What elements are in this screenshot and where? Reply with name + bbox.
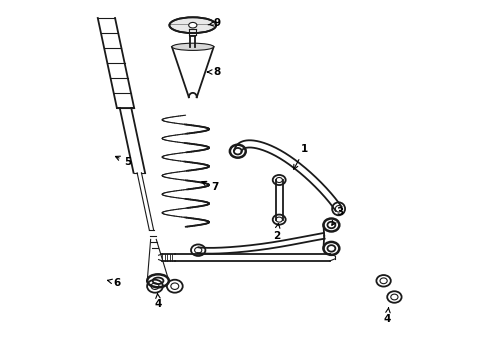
Text: 4: 4 xyxy=(384,308,391,324)
Ellipse shape xyxy=(172,43,214,50)
Text: 5: 5 xyxy=(116,156,132,167)
Text: 6: 6 xyxy=(107,278,121,288)
Text: 7: 7 xyxy=(202,181,218,192)
Text: 9: 9 xyxy=(208,18,221,28)
Text: 1: 1 xyxy=(294,144,308,169)
Text: 8: 8 xyxy=(207,67,221,77)
Text: 4: 4 xyxy=(155,293,162,309)
Ellipse shape xyxy=(170,17,216,33)
Text: 2: 2 xyxy=(273,224,280,241)
Ellipse shape xyxy=(189,22,197,28)
Text: 3: 3 xyxy=(332,207,344,225)
